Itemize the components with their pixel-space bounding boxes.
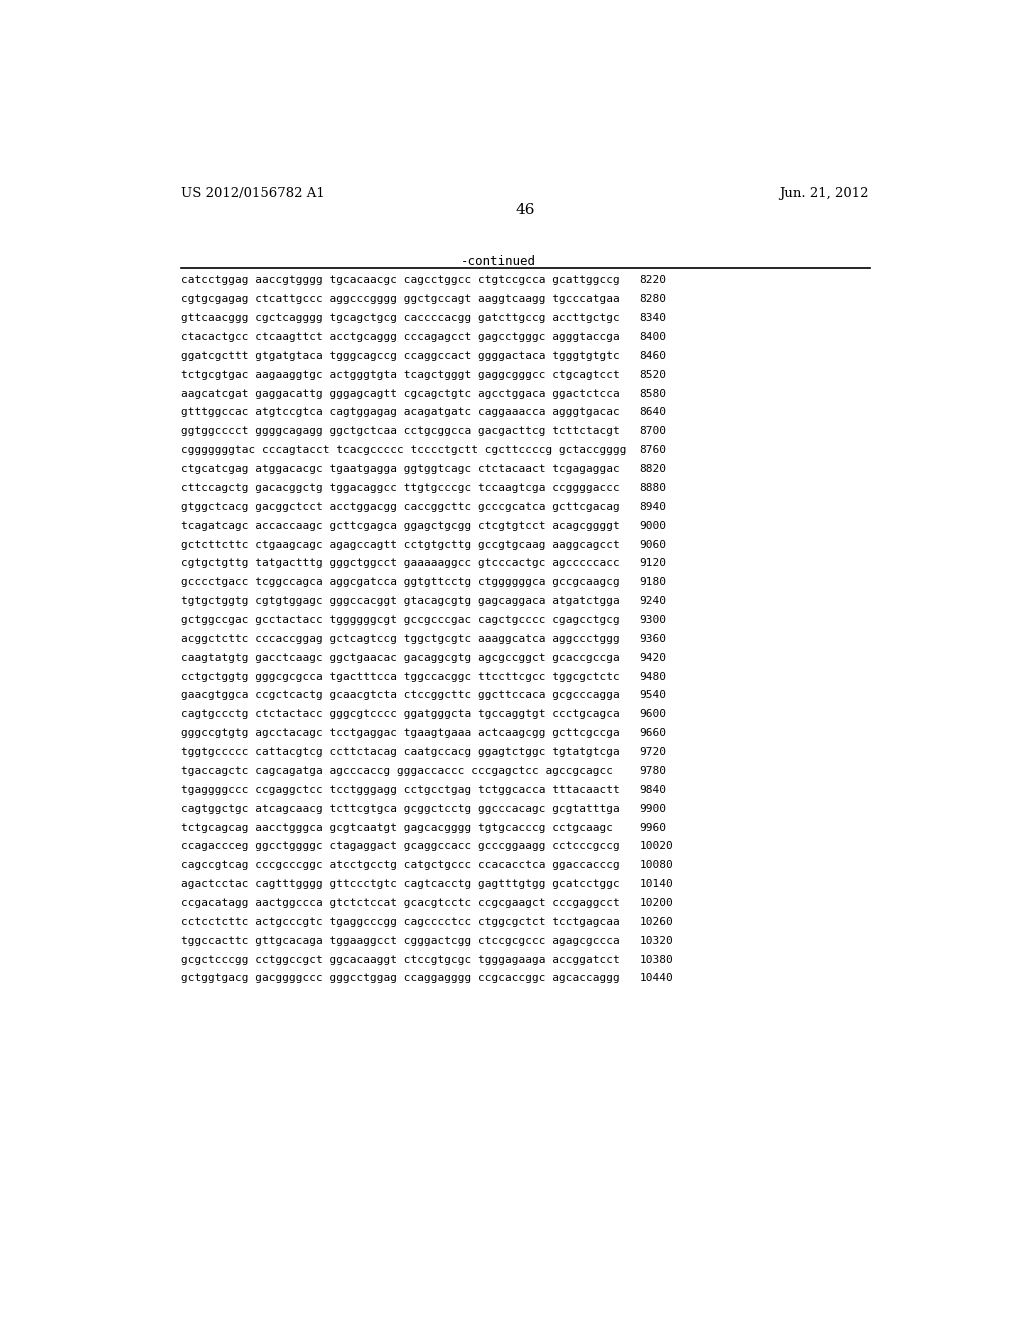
Text: caagtatgtg gacctcaagc ggctgaacac gacaggcgtg agcgccggct gcaccgccga: caagtatgtg gacctcaagc ggctgaacac gacaggc…	[180, 653, 620, 663]
Text: tctgcgtgac aagaaggtgc actgggtgta tcagctgggt gaggcgggcc ctgcagtcct: tctgcgtgac aagaaggtgc actgggtgta tcagctg…	[180, 370, 620, 380]
Text: gggccgtgtg agcctacagc tcctgaggac tgaagtgaaa actcaagcgg gcttcgccga: gggccgtgtg agcctacagc tcctgaggac tgaagtg…	[180, 729, 620, 738]
Text: 8580: 8580	[640, 388, 667, 399]
Text: 9900: 9900	[640, 804, 667, 813]
Text: agactcctac cagtttgggg gttccctgtc cagtcacctg gagtttgtgg gcatcctggc: agactcctac cagtttgggg gttccctgtc cagtcac…	[180, 879, 620, 890]
Text: 9960: 9960	[640, 822, 667, 833]
Text: tgaggggccc ccgaggctcc tcctgggagg cctgcctgag tctggcacca tttacaactt: tgaggggccc ccgaggctcc tcctgggagg cctgcct…	[180, 785, 620, 795]
Text: gctcttcttc ctgaagcagc agagccagtt cctgtgcttg gccgtgcaag aaggcagcct: gctcttcttc ctgaagcagc agagccagtt cctgtgc…	[180, 540, 620, 549]
Text: ggatcgcttt gtgatgtaca tgggcagccg ccaggccact ggggactaca tgggtgtgtc: ggatcgcttt gtgatgtaca tgggcagccg ccaggcc…	[180, 351, 620, 360]
Text: tggccacttc gttgcacaga tggaaggcct cgggactcgg ctccgcgccc agagcgccca: tggccacttc gttgcacaga tggaaggcct cgggact…	[180, 936, 620, 945]
Text: 9060: 9060	[640, 540, 667, 549]
Text: 9660: 9660	[640, 729, 667, 738]
Text: gaacgtggca ccgctcactg gcaacgtcta ctccggcttc ggcttccaca gcgcccagga: gaacgtggca ccgctcactg gcaacgtcta ctccggc…	[180, 690, 620, 701]
Text: 8700: 8700	[640, 426, 667, 437]
Text: catcctggag aaccgtgggg tgcacaacgc cagcctggcc ctgtccgcca gcattggccg: catcctggag aaccgtgggg tgcacaacgc cagcctg…	[180, 276, 620, 285]
Text: 10320: 10320	[640, 936, 673, 945]
Text: gcccctgacc tcggccagca aggcgatcca ggtgttcctg ctggggggca gccgcaagcg: gcccctgacc tcggccagca aggcgatcca ggtgttc…	[180, 577, 620, 587]
Text: cagccgtcag cccgcccggc atcctgcctg catgctgccc ccacacctca ggaccacccg: cagccgtcag cccgcccggc atcctgcctg catgctg…	[180, 861, 620, 870]
Text: 9720: 9720	[640, 747, 667, 758]
Text: acggctcttc cccaccggag gctcagtccg tggctgcgtc aaaggcatca aggccctggg: acggctcttc cccaccggag gctcagtccg tggctgc…	[180, 634, 620, 644]
Text: 9000: 9000	[640, 520, 667, 531]
Text: tgtgctggtg cgtgtggagc gggccacggt gtacagcgtg gagcaggaca atgatctgga: tgtgctggtg cgtgtggagc gggccacggt gtacagc…	[180, 597, 620, 606]
Text: 46: 46	[515, 203, 535, 216]
Text: ctgcatcgag atggacacgc tgaatgagga ggtggtcagc ctctacaact tcgagaggac: ctgcatcgag atggacacgc tgaatgagga ggtggtc…	[180, 465, 620, 474]
Text: 9300: 9300	[640, 615, 667, 624]
Text: gtggctcacg gacggctcct acctggacgg caccggcttc gcccgcatca gcttcgacag: gtggctcacg gacggctcct acctggacgg caccggc…	[180, 502, 620, 512]
Text: ggtggcccct ggggcagagg ggctgctcaa cctgcggcca gacgacttcg tcttctacgt: ggtggcccct ggggcagagg ggctgctcaa cctgcgg…	[180, 426, 620, 437]
Text: cttccagctg gacacggctg tggacaggcc ttgtgcccgc tccaagtcga ccggggaccc: cttccagctg gacacggctg tggacaggcc ttgtgcc…	[180, 483, 620, 492]
Text: 8400: 8400	[640, 333, 667, 342]
Text: 10140: 10140	[640, 879, 673, 890]
Text: gcgctcccgg cctggccgct ggcacaaggt ctccgtgcgc tgggagaaga accggatcct: gcgctcccgg cctggccgct ggcacaaggt ctccgtg…	[180, 954, 620, 965]
Text: cctgctggtg gggcgcgcca tgactttcca tggccacggc ttccttcgcc tggcgctctc: cctgctggtg gggcgcgcca tgactttcca tggccac…	[180, 672, 620, 681]
Text: tgaccagctc cagcagatga agcccaccg gggaccaccc cccgagctcc agccgcagcc: tgaccagctc cagcagatga agcccaccg gggaccac…	[180, 766, 612, 776]
Text: gctggccgac gcctactacc tggggggcgt gccgcccgac cagctgcccc cgagcctgcg: gctggccgac gcctactacc tggggggcgt gccgccc…	[180, 615, 620, 624]
Text: 8520: 8520	[640, 370, 667, 380]
Text: 8880: 8880	[640, 483, 667, 492]
Text: 8220: 8220	[640, 276, 667, 285]
Text: 8820: 8820	[640, 465, 667, 474]
Text: 8940: 8940	[640, 502, 667, 512]
Text: gctggtgacg gacggggccc gggcctggag ccaggagggg ccgcaccggc agcaccaggg: gctggtgacg gacggggccc gggcctggag ccaggag…	[180, 973, 620, 983]
Text: 9540: 9540	[640, 690, 667, 701]
Text: cagtgccctg ctctactacc gggcgtcccc ggatgggcta tgccaggtgt ccctgcagca: cagtgccctg ctctactacc gggcgtcccc ggatggg…	[180, 709, 620, 719]
Text: aagcatcgat gaggacattg gggagcagtt cgcagctgtc agcctggaca ggactctcca: aagcatcgat gaggacattg gggagcagtt cgcagct…	[180, 388, 620, 399]
Text: cgtgcgagag ctcattgccc aggcccgggg ggctgccagt aaggtcaagg tgcccatgaa: cgtgcgagag ctcattgccc aggcccgggg ggctgcc…	[180, 294, 620, 305]
Text: 10200: 10200	[640, 898, 673, 908]
Text: US 2012/0156782 A1: US 2012/0156782 A1	[180, 187, 325, 199]
Text: 10440: 10440	[640, 973, 673, 983]
Text: 9480: 9480	[640, 672, 667, 681]
Text: 9420: 9420	[640, 653, 667, 663]
Text: cgtgctgttg tatgactttg gggctggcct gaaaaaggcc gtcccactgc agcccccacc: cgtgctgttg tatgactttg gggctggcct gaaaaag…	[180, 558, 620, 569]
Text: tctgcagcag aacctgggca gcgtcaatgt gagcacgggg tgtgcacccg cctgcaagc: tctgcagcag aacctgggca gcgtcaatgt gagcacg…	[180, 822, 612, 833]
Text: 9840: 9840	[640, 785, 667, 795]
Text: 8340: 8340	[640, 313, 667, 323]
Text: 9120: 9120	[640, 558, 667, 569]
Text: cagtggctgc atcagcaacg tcttcgtgca gcggctcctg ggcccacagc gcgtatttga: cagtggctgc atcagcaacg tcttcgtgca gcggctc…	[180, 804, 620, 813]
Text: 9600: 9600	[640, 709, 667, 719]
Text: gttcaacggg cgctcagggg tgcagctgcg caccccacgg gatcttgccg accttgctgc: gttcaacggg cgctcagggg tgcagctgcg cacccca…	[180, 313, 620, 323]
Text: 10260: 10260	[640, 917, 673, 927]
Text: cgggggggtac cccagtacct tcacgccccc tcccctgctt cgcttccccg gctaccgggg: cgggggggtac cccagtacct tcacgccccc tcccct…	[180, 445, 627, 455]
Text: 8640: 8640	[640, 408, 667, 417]
Text: Jun. 21, 2012: Jun. 21, 2012	[779, 187, 869, 199]
Text: 8280: 8280	[640, 294, 667, 305]
Text: 10020: 10020	[640, 841, 673, 851]
Text: tcagatcagc accaccaagc gcttcgagca ggagctgcgg ctcgtgtcct acagcggggt: tcagatcagc accaccaagc gcttcgagca ggagctg…	[180, 520, 620, 531]
Text: 9360: 9360	[640, 634, 667, 644]
Text: 9780: 9780	[640, 766, 667, 776]
Text: 9180: 9180	[640, 577, 667, 587]
Text: 8460: 8460	[640, 351, 667, 360]
Text: ctacactgcc ctcaagttct acctgcaggg cccagagcct gagcctgggc agggtaccga: ctacactgcc ctcaagttct acctgcaggg cccagag…	[180, 333, 620, 342]
Text: 8760: 8760	[640, 445, 667, 455]
Text: -continued: -continued	[461, 255, 537, 268]
Text: tggtgccccc cattacgtcg ccttctacag caatgccacg ggagtctggc tgtatgtcga: tggtgccccc cattacgtcg ccttctacag caatgcc…	[180, 747, 620, 758]
Text: 9240: 9240	[640, 597, 667, 606]
Text: gtttggccac atgtccgtca cagtggagag acagatgatc caggaaacca agggtgacac: gtttggccac atgtccgtca cagtggagag acagatg…	[180, 408, 620, 417]
Text: 10380: 10380	[640, 954, 673, 965]
Text: ccgacatagg aactggccca gtctctccat gcacgtcctc ccgcgaagct cccgaggcct: ccgacatagg aactggccca gtctctccat gcacgtc…	[180, 898, 620, 908]
Text: ccagaccceg ggcctggggc ctagaggact gcaggccacc gcccggaagg cctcccgccg: ccagaccceg ggcctggggc ctagaggact gcaggcc…	[180, 841, 620, 851]
Text: cctcctcttc actgcccgtc tgaggcccgg cagcccctcc ctggcgctct tcctgagcaa: cctcctcttc actgcccgtc tgaggcccgg cagcccc…	[180, 917, 620, 927]
Text: 10080: 10080	[640, 861, 673, 870]
